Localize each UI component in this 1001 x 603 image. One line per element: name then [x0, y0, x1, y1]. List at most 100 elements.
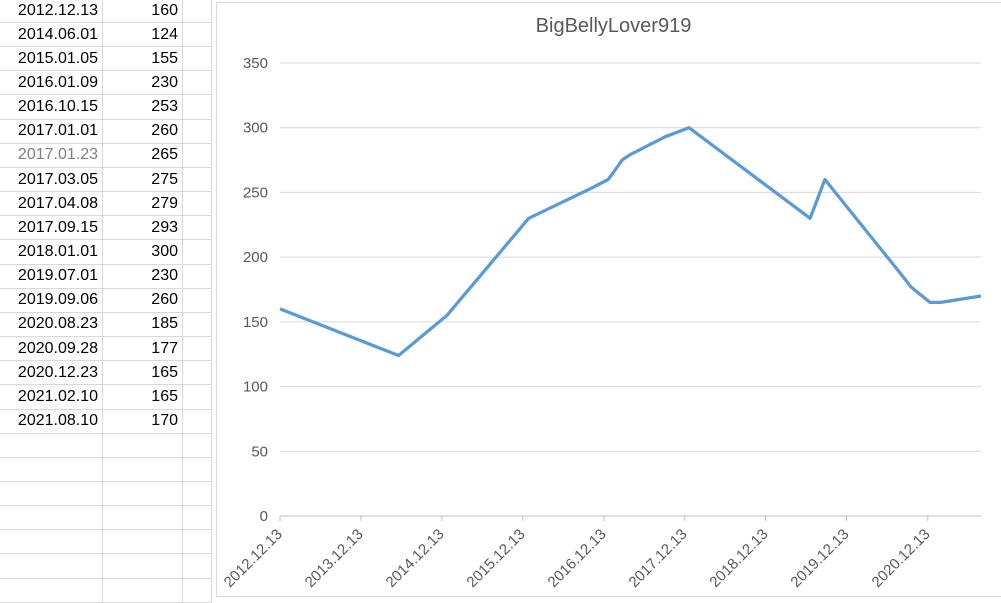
- table-row: [0, 481, 213, 507]
- empty-cell[interactable]: [183, 143, 212, 168]
- empty-cell[interactable]: [183, 240, 212, 265]
- data-series-line[interactable]: [279, 126, 982, 358]
- value-cell[interactable]: 170: [103, 409, 183, 434]
- date-cell[interactable]: 2020.08.23: [0, 312, 103, 338]
- empty-cell[interactable]: [183, 71, 212, 96]
- empty-cell[interactable]: [183, 312, 212, 338]
- value-cell[interactable]: 260: [103, 288, 183, 313]
- empty-cell[interactable]: [183, 167, 212, 193]
- table-row: 2020.12.23 165: [0, 361, 213, 386]
- date-cell[interactable]: [0, 457, 103, 482]
- value-cell[interactable]: [103, 554, 183, 579]
- empty-cell[interactable]: [183, 95, 212, 120]
- date-cell[interactable]: [0, 530, 103, 555]
- value-cell[interactable]: [103, 481, 183, 507]
- table-row: 2019.09.06 260: [0, 288, 213, 313]
- chart-panel[interactable]: BigBellyLover919 0 50 100 150 200 250 300 350 20…: [216, 2, 1001, 597]
- date-cell[interactable]: 2016.01.09: [0, 71, 103, 96]
- x-axis-tick-label: 2013.12.13: [302, 526, 367, 591]
- date-cell[interactable]: 2021.08.10: [0, 409, 103, 434]
- x-axis-tick-label: 2016.12.13: [545, 526, 610, 591]
- date-cell[interactable]: [0, 433, 103, 458]
- date-cell[interactable]: [0, 578, 103, 603]
- value-cell[interactable]: 160: [103, 0, 183, 23]
- value-cell[interactable]: [103, 433, 183, 458]
- date-cell[interactable]: 2015.01.05: [0, 47, 103, 72]
- date-cell[interactable]: 2019.07.01: [0, 264, 103, 289]
- value-cell[interactable]: 260: [103, 119, 183, 144]
- date-cell[interactable]: 2014.06.01: [0, 23, 103, 48]
- empty-cell[interactable]: [183, 433, 212, 458]
- date-cell[interactable]: [0, 554, 103, 579]
- date-cell[interactable]: 2017.04.08: [0, 192, 103, 217]
- value-cell[interactable]: [103, 530, 183, 555]
- table-row: 2018.01.01 300: [0, 240, 213, 265]
- empty-cell[interactable]: [183, 216, 212, 241]
- table-row: [0, 554, 213, 579]
- value-cell[interactable]: 300: [103, 240, 183, 265]
- empty-cell[interactable]: [183, 409, 212, 434]
- chart-title: BigBellyLover919: [535, 15, 692, 37]
- empty-cell[interactable]: [183, 578, 212, 603]
- y-axis-tick-label: 100: [243, 379, 268, 396]
- date-cell[interactable]: 2016.10.15: [0, 95, 103, 120]
- empty-cell[interactable]: [183, 264, 212, 289]
- date-cell[interactable]: 2019.09.06: [0, 288, 103, 313]
- value-cell[interactable]: 165: [103, 361, 183, 386]
- empty-cell[interactable]: [183, 288, 212, 313]
- table-row: 2020.08.23 185: [0, 312, 213, 338]
- date-cell[interactable]: 2017.09.15: [0, 216, 103, 241]
- y-axis-tick-label: 250: [243, 184, 268, 201]
- value-cell[interactable]: 124: [103, 23, 183, 48]
- date-cell[interactable]: 2017.01.23: [0, 143, 103, 168]
- x-axis-tick-label: 2015.12.13: [463, 526, 528, 591]
- y-axis-tick-label: 150: [243, 314, 268, 331]
- empty-cell[interactable]: [183, 337, 212, 362]
- empty-cell[interactable]: [183, 385, 212, 410]
- value-cell[interactable]: 155: [103, 47, 183, 72]
- empty-cell[interactable]: [183, 23, 212, 48]
- table-row: 2021.08.10 170: [0, 409, 213, 434]
- date-cell[interactable]: 2018.01.01: [0, 240, 103, 265]
- date-cell[interactable]: 2020.12.23: [0, 361, 103, 386]
- date-cell[interactable]: 2012.12.13: [0, 0, 103, 23]
- table-row: 2016.01.09 230: [0, 71, 213, 96]
- value-cell[interactable]: [103, 457, 183, 482]
- date-cell[interactable]: 2021.02.10: [0, 385, 103, 410]
- date-cell[interactable]: [0, 481, 103, 507]
- empty-cell[interactable]: [183, 506, 212, 531]
- date-cell[interactable]: 2017.03.05: [0, 167, 103, 193]
- x-axis-tick-label: 2020.12.13: [869, 526, 934, 591]
- value-cell[interactable]: 230: [103, 71, 183, 96]
- date-cell[interactable]: 2017.01.01: [0, 119, 103, 144]
- table-row: 2017.09.15 293: [0, 216, 213, 241]
- value-cell[interactable]: 275: [103, 167, 183, 193]
- value-cell[interactable]: 185: [103, 312, 183, 338]
- table-row: [0, 433, 213, 458]
- x-axis-tick-label: 2012.12.13: [221, 526, 286, 591]
- value-cell[interactable]: 253: [103, 95, 183, 120]
- empty-cell[interactable]: [183, 554, 212, 579]
- date-cell[interactable]: 2020.09.28: [0, 337, 103, 362]
- empty-cell[interactable]: [183, 530, 212, 555]
- empty-cell[interactable]: [183, 119, 212, 144]
- value-cell[interactable]: 177: [103, 337, 183, 362]
- empty-cell[interactable]: [183, 192, 212, 217]
- empty-cell[interactable]: [183, 47, 212, 72]
- value-cell[interactable]: 279: [103, 192, 183, 217]
- table-row: 2012.12.13 160: [0, 0, 213, 23]
- date-cell[interactable]: [0, 506, 103, 531]
- value-cell[interactable]: 230: [103, 264, 183, 289]
- empty-cell[interactable]: [183, 0, 212, 23]
- value-cell[interactable]: [103, 578, 183, 603]
- empty-cell[interactable]: [183, 481, 212, 507]
- value-cell[interactable]: 265: [103, 143, 183, 168]
- value-cell[interactable]: 293: [103, 216, 183, 241]
- value-cell[interactable]: [103, 506, 183, 531]
- spreadsheet-table: 2012.12.13 160 2014.06.01 124 2015.01.05 155 2…: [0, 0, 213, 603]
- y-axis-tick-label: 50: [251, 443, 268, 460]
- value-cell[interactable]: 165: [103, 385, 183, 410]
- x-axis-tick-label: 2017.12.13: [626, 526, 691, 591]
- empty-cell[interactable]: [183, 457, 212, 482]
- empty-cell[interactable]: [183, 361, 212, 386]
